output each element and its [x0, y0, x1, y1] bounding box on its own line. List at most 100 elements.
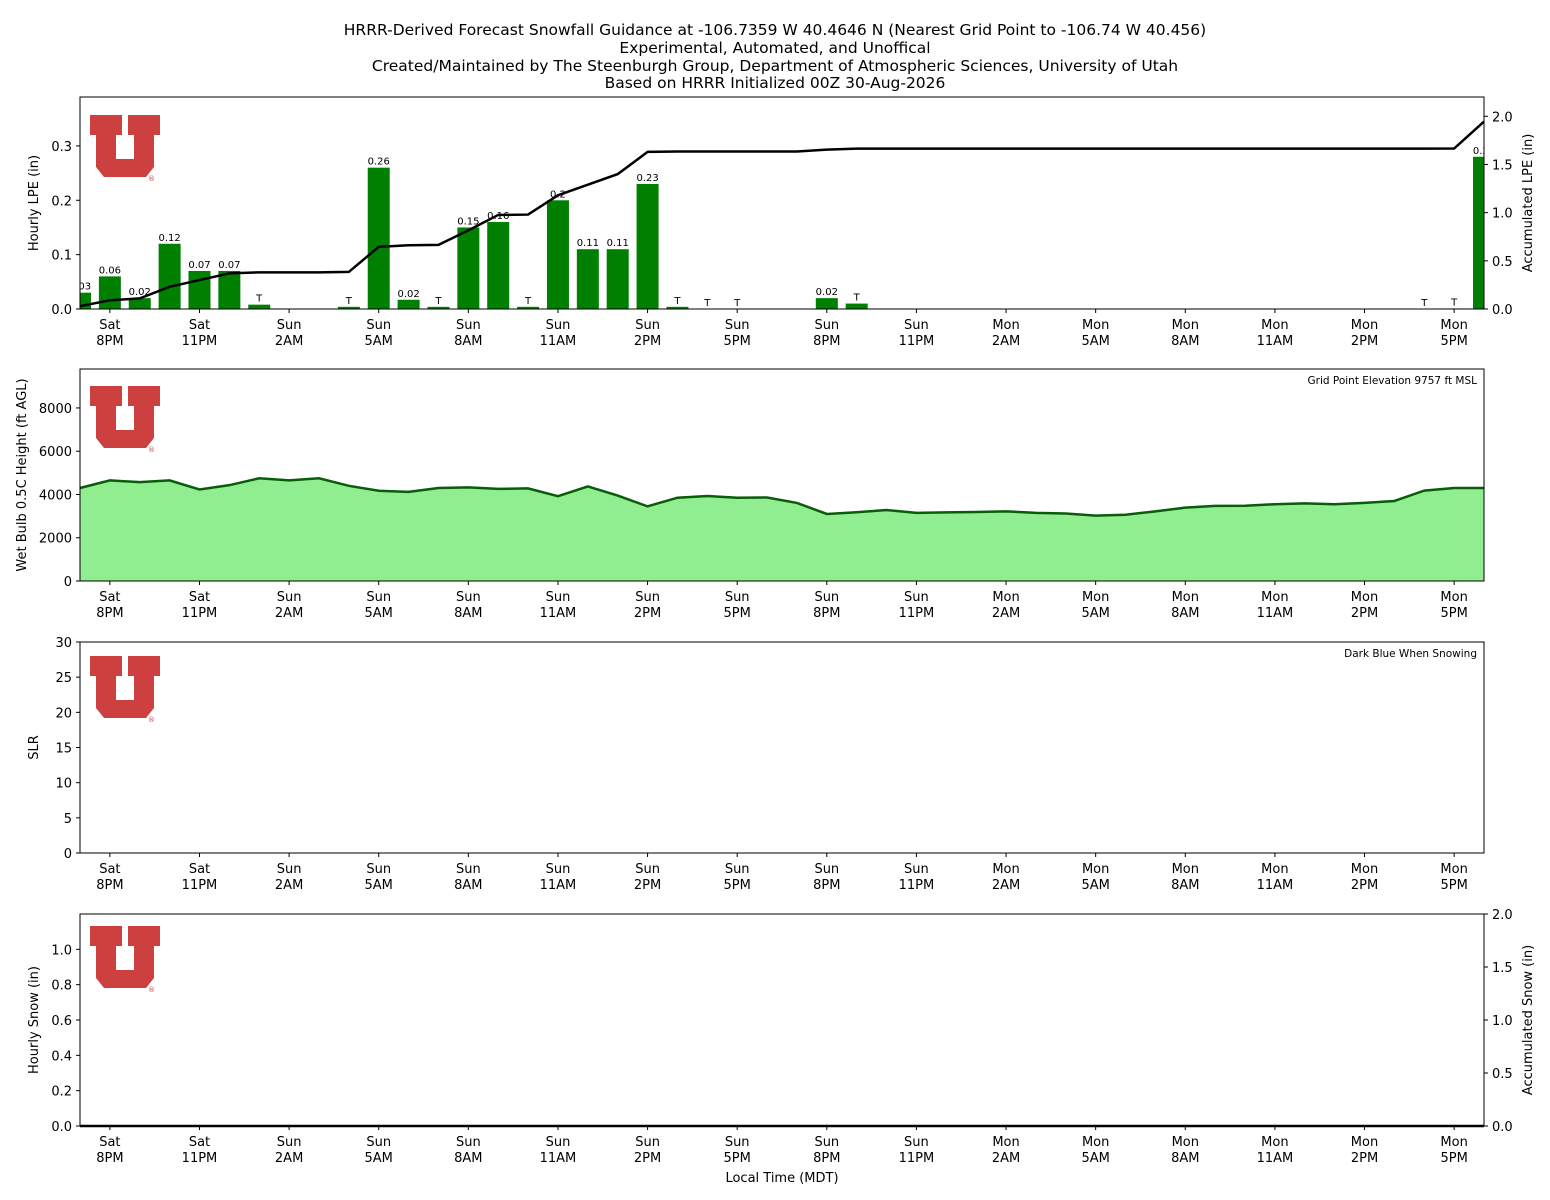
y-tick-label: 0	[64, 847, 72, 862]
panel-frame-1	[79, 96, 1485, 310]
y-axis-label: Hourly LPE (in)	[27, 155, 42, 251]
x-tick-label-time: 5AM	[1081, 606, 1109, 621]
x-tick-label-day: Mon	[1172, 318, 1199, 333]
x-tick-label-time: 2AM	[992, 334, 1020, 349]
x-tick-label-time: 2AM	[275, 878, 303, 893]
y-right-tick-label: 2.0	[1492, 110, 1513, 125]
chart-subtitle-init: Based on HRRR Initialized 00Z 30-Aug-202…	[604, 74, 946, 92]
lpe-bar-label: 0.02	[816, 287, 838, 298]
y-tick-label: 1.0	[51, 943, 72, 958]
x-tick-label-time: 8PM	[813, 878, 840, 893]
x-tick-label-day: Mon	[1082, 318, 1109, 333]
lpe-bar	[80, 292, 91, 309]
lpe-bar-label: 0.11	[577, 238, 599, 249]
university-logo: ®	[90, 115, 160, 183]
lpe-bar-label: T	[434, 296, 442, 307]
x-tick-label-time: 2AM	[992, 1151, 1020, 1166]
x-tick-label-day: Sun	[904, 1135, 929, 1150]
x-tick-label-day: Sun	[277, 318, 302, 333]
y-right-tick-label: 0.5	[1492, 1067, 1513, 1082]
x-tick-label-day: Sun	[277, 590, 302, 605]
lpe-bar	[367, 167, 390, 309]
lpe-bar-label: T	[255, 294, 263, 305]
y-right-tick-label: 1.5	[1492, 961, 1513, 976]
x-tick-label-time: 2AM	[992, 606, 1020, 621]
x-tick-label-day: Sun	[366, 862, 391, 877]
snowing-color-annotation: Dark Blue When Snowing	[1344, 648, 1477, 660]
lpe-bar-label: T	[853, 293, 861, 304]
y-tick-label: 25	[55, 671, 72, 686]
x-tick-label-time: 2PM	[1351, 878, 1378, 893]
x-tick-label-time: 11AM	[1257, 878, 1294, 893]
lpe-bar	[337, 306, 360, 309]
y-tick-label: 15	[55, 742, 72, 757]
university-u-logo-shape	[90, 926, 160, 988]
registered-mark: ®	[148, 175, 155, 183]
lpe-bar	[98, 276, 121, 309]
y-tick-label: 0.6	[51, 1014, 72, 1029]
x-tick-label-time: 2AM	[275, 334, 303, 349]
lpe-bar	[218, 270, 241, 309]
x-tick-label-time: 5PM	[1440, 334, 1467, 349]
x-tick-label-time: 5AM	[1081, 878, 1109, 893]
lpe-bar-label: T	[1450, 297, 1458, 308]
x-tick-label-day: Sat	[189, 318, 210, 333]
y-right-tick-label: 0.0	[1492, 1120, 1513, 1135]
x-tick-label-day: Mon	[1261, 318, 1288, 333]
x-tick-label-time: 2PM	[634, 334, 661, 349]
x-tick-label-time: 11AM	[540, 1151, 577, 1166]
x-tick-label-time: 11AM	[1257, 1151, 1294, 1166]
lpe-bar-label: 0.15	[457, 216, 479, 227]
x-tick-label-time: 5PM	[1440, 1151, 1467, 1166]
registered-mark: ®	[148, 446, 155, 454]
x-tick-label-day: Sun	[814, 1135, 839, 1150]
y-right-tick-label: 2.0	[1492, 908, 1513, 923]
lpe-bar-label: 0.16	[487, 211, 509, 222]
x-tick-label-day: Sat	[99, 318, 120, 333]
x-tick-label-time: 11AM	[1257, 334, 1294, 349]
x-tick-label-day: Mon	[992, 1135, 1019, 1150]
x-tick-label-time: 8PM	[96, 606, 123, 621]
y-tick-label: 0.2	[51, 194, 72, 209]
y-tick-label: 0.8	[51, 979, 72, 994]
lpe-bar	[1473, 156, 1484, 309]
x-tick-label-day: Sun	[546, 1135, 571, 1150]
x-tick-label-day: Sun	[366, 590, 391, 605]
x-tick-label-time: 2AM	[275, 1151, 303, 1166]
y-tick-label: 0.0	[51, 1120, 72, 1135]
x-tick-label-day: Sat	[99, 862, 120, 877]
x-tick-label-day: Sun	[277, 862, 302, 877]
x-tick-label-time: 2PM	[1351, 334, 1378, 349]
lpe-bar-label: 0.02	[397, 289, 419, 300]
chart-title: HRRR-Derived Forecast Snowfall Guidance …	[343, 21, 1207, 39]
x-tick-label-time: 11AM	[540, 606, 577, 621]
x-tick-label-time: 2PM	[634, 606, 661, 621]
x-tick-label-time: 8PM	[813, 1151, 840, 1166]
lpe-bar-label: 0.28	[1473, 146, 1495, 157]
y-tick-label: 0.0	[51, 303, 72, 318]
x-tick-label-day: Sat	[189, 1135, 210, 1150]
x-tick-label-day: Mon	[1172, 1135, 1199, 1150]
y-tick-label: 6000	[39, 445, 72, 460]
x-tick-label-time: 5PM	[1440, 606, 1467, 621]
x-tick-label-time: 11PM	[182, 878, 218, 893]
x-tick-label-day: Sun	[814, 862, 839, 877]
university-u-logo-shape	[90, 115, 160, 177]
x-tick-label-day: Sun	[456, 862, 481, 877]
x-tick-label-time: 8AM	[1171, 1151, 1199, 1166]
registered-mark: ®	[148, 986, 155, 994]
x-tick-label-day: Mon	[992, 862, 1019, 877]
lpe-bar-label: T	[673, 296, 681, 307]
x-tick-label-time: 8PM	[96, 334, 123, 349]
x-tick-label-time: 11AM	[540, 334, 577, 349]
lpe-bar	[606, 249, 629, 309]
lpe-bar	[636, 183, 659, 309]
lpe-bar-label: 0.07	[218, 260, 240, 271]
x-tick-label-day: Sun	[635, 862, 660, 877]
x-tick-label-time: 5AM	[365, 1151, 393, 1166]
x-tick-label-day: Mon	[1261, 1135, 1288, 1150]
x-tick-label-time: 5PM	[724, 334, 751, 349]
x-tick-label-time: 2PM	[634, 878, 661, 893]
x-tick-label-day: Sun	[456, 590, 481, 605]
